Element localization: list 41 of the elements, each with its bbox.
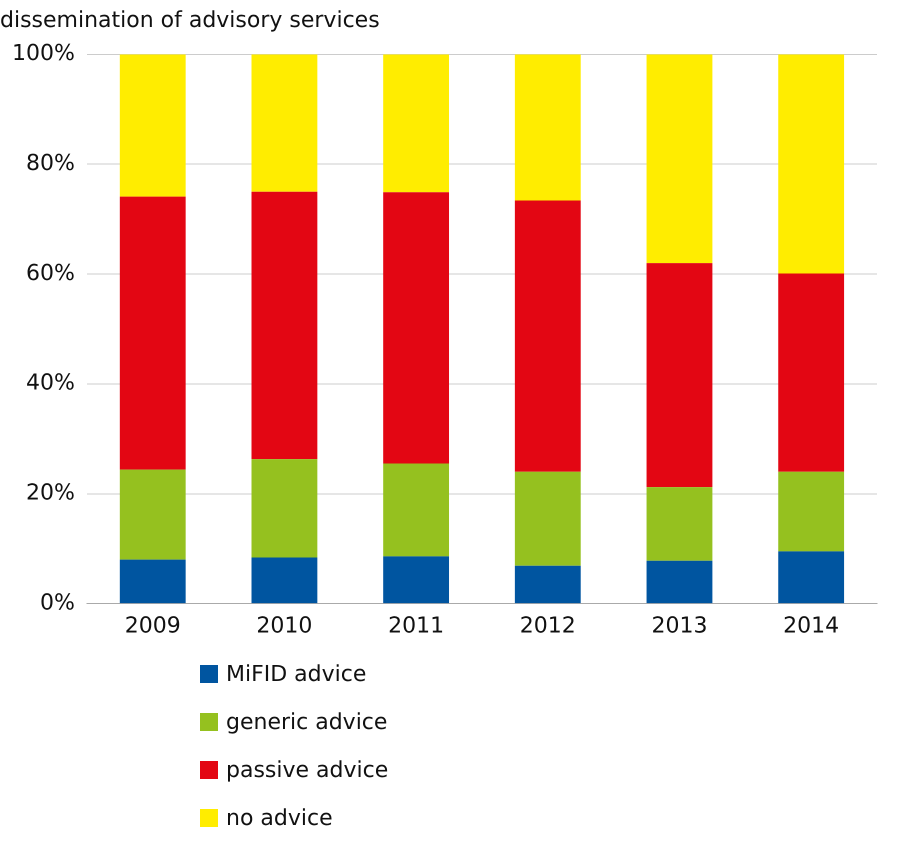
bar bbox=[120, 560, 186, 604]
bar bbox=[778, 54, 844, 274]
bar bbox=[252, 54, 318, 192]
x-tick-label: 2010 bbox=[256, 614, 312, 639]
bar bbox=[514, 472, 581, 566]
bar bbox=[252, 459, 318, 558]
bar bbox=[252, 557, 318, 604]
bar bbox=[383, 464, 450, 556]
bar bbox=[514, 200, 581, 472]
legend-label: no advice bbox=[226, 806, 333, 830]
bar bbox=[383, 556, 450, 604]
bar bbox=[383, 54, 450, 192]
x-tick-label: 2013 bbox=[651, 614, 708, 639]
bar bbox=[120, 54, 186, 197]
bar bbox=[514, 54, 581, 200]
y-tick-label: 40% bbox=[26, 370, 75, 396]
bar bbox=[383, 192, 450, 464]
x-tick-label: 2009 bbox=[124, 614, 181, 639]
bar bbox=[646, 54, 712, 264]
legend-label: passive advice bbox=[226, 758, 388, 782]
bar bbox=[120, 196, 186, 470]
y-tick-label: 0% bbox=[40, 590, 75, 616]
x-tick-label: 2011 bbox=[388, 614, 444, 639]
bar bbox=[778, 274, 844, 472]
y-tick-label: 60% bbox=[26, 260, 75, 286]
legend-label: MiFID advice bbox=[226, 662, 366, 686]
bar bbox=[646, 560, 712, 604]
x-tick-label: 2014 bbox=[783, 614, 840, 639]
y-tick-label: 80% bbox=[26, 150, 75, 176]
legend-label: generic advice bbox=[226, 710, 388, 734]
bar bbox=[252, 192, 318, 460]
chart-title: dissemination of advisory services bbox=[0, 8, 380, 33]
bar bbox=[646, 487, 712, 561]
x-tick-label: 2012 bbox=[520, 614, 576, 639]
y-tick-label: 20% bbox=[26, 480, 75, 506]
bar bbox=[646, 263, 712, 488]
bar bbox=[778, 472, 844, 552]
bar bbox=[120, 470, 186, 560]
bar bbox=[514, 566, 581, 604]
bar bbox=[778, 551, 844, 604]
y-tick-label: 100% bbox=[12, 41, 75, 66]
